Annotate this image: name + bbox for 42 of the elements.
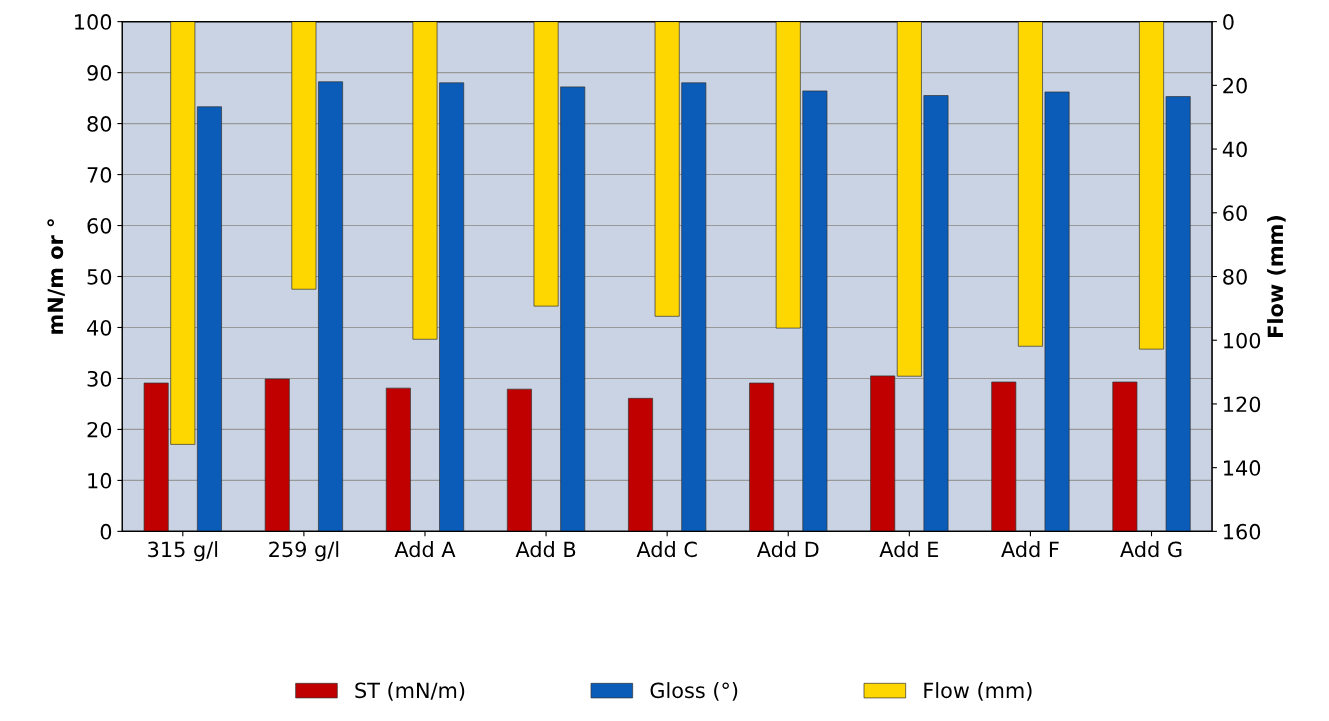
y2-tick-label: 100: [1224, 332, 1261, 349]
bar: [870, 375, 896, 532]
y-tick-label: 40: [87, 319, 112, 336]
y-tick-label: 100: [75, 14, 112, 30]
y-tick-label: 10: [88, 472, 112, 489]
x-tick-label: Add B: [515, 541, 576, 558]
legend-label: Gloss (°): [650, 682, 738, 701]
y2-tick-label: 120: [1224, 396, 1261, 413]
x-tick-label: Add F: [1001, 541, 1059, 558]
x-tick-label: Add C: [636, 541, 697, 558]
y2-tick-label: 60: [1223, 205, 1247, 221]
y-tick-label: 50: [87, 268, 112, 285]
y-axis-title: mN/m or °: [47, 219, 65, 334]
y-tick-label: 60: [87, 217, 112, 234]
bar: [506, 388, 532, 532]
bar: [1112, 381, 1138, 532]
y-tick-label: 80: [87, 116, 112, 132]
y-tick-label: 20: [87, 421, 112, 438]
y-tick-label: 70: [87, 167, 112, 183]
bar: [991, 381, 1017, 532]
y2-tick-label: 160: [1224, 523, 1261, 540]
bar: [385, 387, 411, 532]
y2-tick-label: 80: [1223, 268, 1247, 285]
x-tick-label: Add G: [1120, 541, 1182, 558]
x-tick-label: 259 g/l: [269, 541, 339, 562]
y2-axis-title: Flow (mm): [1267, 215, 1286, 337]
y-tick-label: 90: [87, 65, 112, 81]
y-tick-label: 30: [87, 370, 112, 387]
legend-label: ST (mN/m): [355, 682, 465, 701]
x-tick-label: Add E: [879, 541, 939, 558]
y-tick-label: 0: [100, 523, 112, 540]
y2-tick-label: 20: [1223, 77, 1247, 94]
x-tick-label: Add D: [756, 541, 819, 558]
x-tick-label: Add A: [394, 541, 456, 558]
x-tick-label: 315 g/l: [148, 541, 218, 562]
legend-label: Flow (mm): [924, 682, 1032, 701]
y2-tick-label: 40: [1222, 141, 1247, 158]
bar: [749, 382, 775, 532]
bar: [628, 397, 653, 532]
bar: [264, 378, 290, 532]
y2-tick-label: 140: [1224, 460, 1261, 476]
y2-tick-label: 0: [1223, 14, 1234, 30]
